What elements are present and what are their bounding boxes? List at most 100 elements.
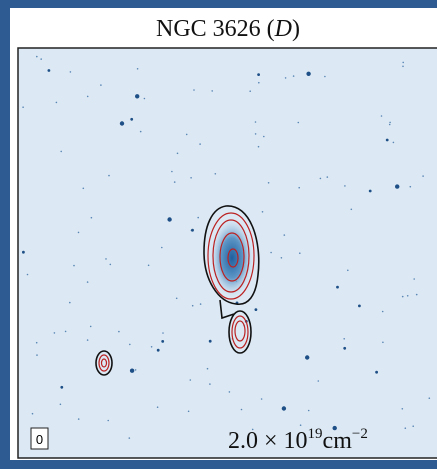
star <box>258 82 260 84</box>
star <box>54 332 56 334</box>
star <box>241 409 243 411</box>
star <box>48 69 51 72</box>
star <box>298 122 300 124</box>
star <box>60 386 63 389</box>
star <box>429 397 431 399</box>
star <box>60 404 62 406</box>
star <box>215 173 217 175</box>
star <box>83 188 85 190</box>
star <box>157 349 160 352</box>
star <box>395 184 399 188</box>
star <box>347 270 349 272</box>
star <box>268 182 270 184</box>
star <box>129 344 131 346</box>
star <box>193 89 195 91</box>
star <box>87 281 89 283</box>
star <box>381 115 383 117</box>
star <box>197 217 199 219</box>
star <box>255 133 257 135</box>
star <box>318 380 320 382</box>
star <box>402 62 404 64</box>
star <box>393 142 395 144</box>
star <box>412 425 414 427</box>
star <box>151 346 153 348</box>
star <box>120 121 124 125</box>
star <box>32 413 34 415</box>
star <box>144 98 146 100</box>
star <box>410 186 412 188</box>
star <box>255 121 257 123</box>
star <box>299 252 301 254</box>
star <box>36 342 38 344</box>
star <box>306 72 310 76</box>
star <box>199 143 201 145</box>
star <box>343 347 346 350</box>
star <box>22 251 25 254</box>
star <box>69 302 71 304</box>
star <box>402 296 404 298</box>
star <box>305 355 309 359</box>
star <box>358 305 361 308</box>
star <box>344 185 346 187</box>
star <box>389 124 391 126</box>
star <box>110 264 112 266</box>
star <box>56 102 58 104</box>
star <box>161 247 163 249</box>
star <box>258 146 260 148</box>
star <box>167 217 171 221</box>
star <box>70 71 72 73</box>
star <box>78 232 80 234</box>
star <box>65 331 67 333</box>
star <box>118 331 120 333</box>
star <box>78 418 80 420</box>
star <box>91 217 93 219</box>
star <box>162 332 164 334</box>
star <box>100 84 102 86</box>
star <box>249 90 251 92</box>
star <box>157 406 159 408</box>
star <box>327 176 329 178</box>
star <box>282 406 286 410</box>
star <box>40 58 42 60</box>
star <box>281 257 283 259</box>
figure-panel: NGC 3626 (D) 0 2.0 × 1019cm−2 <box>0 0 437 469</box>
star <box>161 340 164 343</box>
star <box>186 134 188 136</box>
star <box>135 94 139 98</box>
star <box>336 286 339 289</box>
star <box>130 118 133 121</box>
star <box>90 326 92 328</box>
star <box>229 391 231 393</box>
star <box>351 209 353 211</box>
star <box>87 339 89 341</box>
star <box>73 265 75 267</box>
star <box>135 369 137 371</box>
star <box>188 411 190 413</box>
star <box>416 294 418 296</box>
star <box>200 303 202 305</box>
star <box>285 77 287 79</box>
star <box>382 311 384 313</box>
star <box>405 427 407 429</box>
star <box>262 211 264 213</box>
star <box>108 175 110 177</box>
star <box>107 420 109 422</box>
star <box>284 234 286 236</box>
star <box>207 368 209 370</box>
star <box>87 96 89 98</box>
star <box>300 424 302 426</box>
star <box>422 175 424 177</box>
star <box>389 122 391 124</box>
star <box>177 153 179 155</box>
star <box>209 383 211 385</box>
star <box>320 178 322 180</box>
star <box>261 398 263 400</box>
star <box>60 151 62 153</box>
star <box>369 190 372 193</box>
star <box>407 295 409 297</box>
star <box>257 73 260 76</box>
star <box>192 305 194 307</box>
star <box>129 437 131 439</box>
star <box>174 181 176 183</box>
page: {"panel": {"title": "NGC 3626", "title_t… <box>0 0 437 469</box>
